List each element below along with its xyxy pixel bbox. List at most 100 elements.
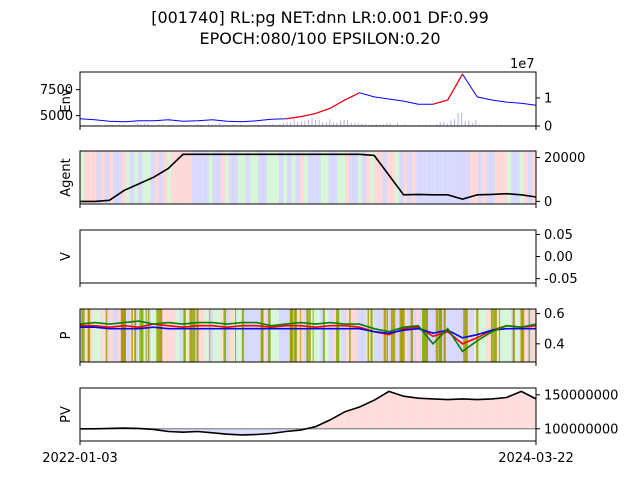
- action-band: [322, 309, 325, 362]
- volume-bar: [357, 123, 359, 126]
- volume-bar: [347, 119, 349, 126]
- volume-bar: [268, 124, 270, 126]
- action-band: [80, 151, 85, 204]
- action-band: [167, 151, 172, 204]
- volume-bar: [461, 113, 463, 126]
- action-band: [193, 309, 196, 362]
- action-band: [393, 309, 396, 362]
- action-band: [328, 151, 334, 204]
- action-band: [337, 309, 340, 362]
- volume-bar: [379, 124, 381, 126]
- action-band: [410, 309, 413, 362]
- action-band: [157, 309, 161, 362]
- action-band: [254, 309, 259, 362]
- action-band: [395, 309, 400, 362]
- action-band: [513, 309, 514, 362]
- action-band: [349, 309, 354, 362]
- action-band: [390, 309, 394, 362]
- action-band: [378, 151, 383, 204]
- action-band: [145, 309, 147, 362]
- action-band: [370, 309, 373, 362]
- action-band: [438, 309, 440, 362]
- action-band: [154, 151, 160, 204]
- action-band: [142, 151, 147, 204]
- action-band: [200, 309, 205, 362]
- action-band: [465, 151, 470, 204]
- volume-bar: [493, 124, 495, 126]
- volume-bar: [365, 123, 366, 126]
- axis-multiplier: 1e7: [510, 57, 535, 72]
- action-band: [158, 151, 164, 204]
- x-tick-label: 2022-01-03: [42, 451, 118, 466]
- action-band: [519, 151, 524, 204]
- action-band: [96, 151, 102, 204]
- action-band: [486, 151, 491, 204]
- action-band: [528, 309, 530, 362]
- volume-bar: [393, 124, 395, 126]
- action-band: [254, 151, 259, 204]
- action-band: [531, 309, 537, 362]
- action-band: [187, 151, 193, 204]
- action-band: [482, 151, 487, 204]
- action-band: [204, 309, 209, 362]
- pv-fill-segment: [344, 407, 360, 429]
- action-band: [473, 151, 479, 204]
- panel-frame: [79, 387, 537, 442]
- panel-ylabel: V: [59, 252, 74, 261]
- action-band: [341, 309, 346, 362]
- volume-bar: [479, 124, 480, 126]
- volume-bar: [243, 124, 245, 126]
- pv-fill-segment: [330, 411, 345, 429]
- action-band: [411, 151, 417, 204]
- action-band: [220, 151, 226, 204]
- action-band: [357, 151, 363, 204]
- panel-frame: [79, 229, 537, 284]
- action-band: [440, 309, 446, 362]
- action-band: [324, 151, 330, 204]
- action-band: [190, 309, 192, 362]
- chart-title-line-2: EPOCH:080/100 EPSILON:0.20: [199, 29, 441, 48]
- action-band: [432, 151, 437, 204]
- action-band: [453, 151, 458, 204]
- right-tick-label: 100000000: [544, 422, 618, 437]
- action-band: [386, 151, 392, 204]
- series-up-segment: [329, 99, 346, 109]
- action-band: [399, 151, 404, 204]
- volume-bar: [418, 124, 420, 126]
- action-band: [162, 151, 168, 204]
- action-band: [139, 309, 141, 362]
- action-band: [386, 309, 389, 362]
- volume-bar: [489, 124, 491, 126]
- action-band: [88, 309, 90, 362]
- action-band: [237, 309, 242, 362]
- action-band: [150, 309, 155, 362]
- action-band: [278, 309, 284, 362]
- action-band: [291, 309, 296, 362]
- action-band: [131, 309, 133, 362]
- pv-fill-segment: [227, 428, 242, 435]
- right-tick-label: 0.05: [544, 228, 573, 243]
- volume-bar: [144, 123, 146, 126]
- action-band: [498, 309, 504, 362]
- action-band: [457, 151, 462, 204]
- action-band: [291, 309, 294, 362]
- volume-bar: [340, 120, 341, 126]
- action-band: [229, 151, 234, 204]
- action-band: [403, 309, 408, 362]
- action-band: [117, 151, 122, 204]
- volume-bar: [251, 124, 252, 126]
- volume-bar: [397, 122, 398, 126]
- action-band: [293, 309, 296, 362]
- volume-bar: [422, 124, 423, 126]
- action-band: [419, 151, 425, 204]
- volume-bar: [122, 124, 124, 126]
- volume-bar: [218, 123, 220, 126]
- action-band: [209, 309, 211, 362]
- action-band: [515, 309, 520, 362]
- volume-bar: [429, 124, 431, 126]
- action-band: [183, 309, 189, 362]
- pv-fill-segment: [447, 398, 463, 429]
- panel-ylabel: PV: [59, 406, 74, 423]
- action-band: [395, 151, 400, 204]
- action-band: [444, 309, 446, 362]
